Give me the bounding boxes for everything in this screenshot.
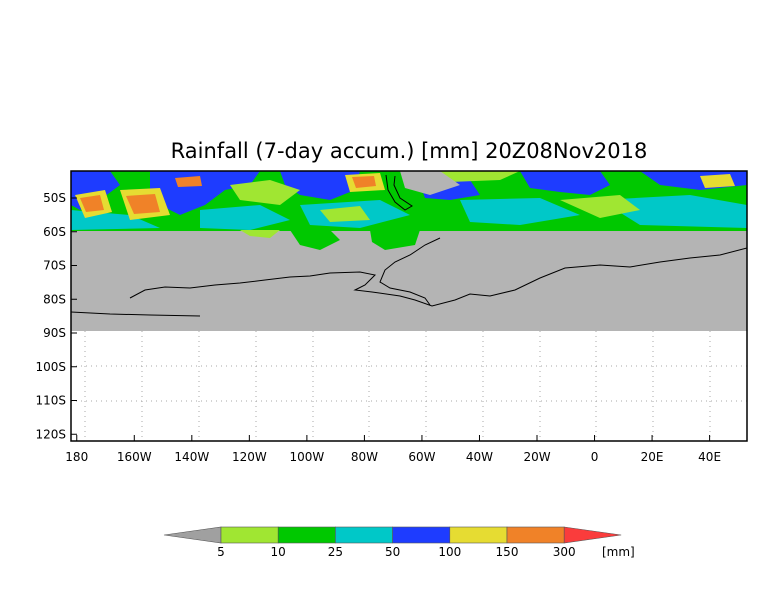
colorbar-box xyxy=(220,526,279,544)
colorbar-low-triangle xyxy=(163,526,222,544)
rainfall-field xyxy=(71,171,747,250)
lon-tick-label: 40E xyxy=(698,450,721,464)
colorbar-tick-label: 50 xyxy=(385,545,400,559)
colorbar-tick-label: 100 xyxy=(438,545,461,559)
lat-tick-label: 70S xyxy=(43,259,66,273)
colorbar-tick-label: 150 xyxy=(496,545,519,559)
latitude-axis: 50S 60S 70S 80S 90S 100S 110S 120S xyxy=(35,191,77,441)
lat-tick-label: 50S xyxy=(43,191,66,205)
lon-tick-label: 180 xyxy=(65,450,88,464)
lon-tick-label: 20W xyxy=(523,450,550,464)
colorbar-box xyxy=(449,526,508,544)
lon-tick-label: 60W xyxy=(408,450,435,464)
colorbar-tick-label: 10 xyxy=(271,545,286,559)
colorbar-tick-label: 5 xyxy=(217,545,225,559)
map-title: Rainfall (7-day accum.) [mm] 20Z08Nov201… xyxy=(171,139,648,163)
lat-tick-label: 80S xyxy=(43,292,66,306)
colorbar-box xyxy=(506,526,565,544)
antarctic-peninsula-coastline xyxy=(379,237,441,306)
lat-tick-label: 60S xyxy=(43,225,66,239)
colorbar-box xyxy=(392,526,451,544)
no-data-mask xyxy=(71,230,747,331)
longitude-axis: 180 160W 140W 120W 100W 80W 60W 40W 20W 0 20E 40E xyxy=(65,435,721,464)
colorbar-high-triangle xyxy=(563,526,622,544)
colorbar-box xyxy=(277,526,336,544)
gridlines xyxy=(71,331,747,441)
lat-tick-label: 100S xyxy=(35,360,66,374)
coastlines xyxy=(71,174,747,317)
antarctica-coastline xyxy=(71,247,747,317)
colorbar: 5 10 25 50 100 150 300 xyxy=(163,526,622,559)
lon-tick-label: 20E xyxy=(641,450,664,464)
lon-tick-label: 80W xyxy=(351,450,378,464)
lon-tick-label: 0 xyxy=(591,450,599,464)
lon-tick-label: 40W xyxy=(466,450,493,464)
lat-tick-label: 110S xyxy=(35,394,66,408)
lon-tick-label: 100W xyxy=(289,450,324,464)
colorbar-tick-label: 300 xyxy=(553,545,576,559)
colorbar-box xyxy=(335,526,393,544)
plot-frame xyxy=(70,170,748,442)
lat-tick-label: 90S xyxy=(43,326,66,340)
lon-tick-label: 140W xyxy=(174,450,209,464)
colorbar-unit-label: [mm] xyxy=(602,545,635,559)
lon-tick-label: 160W xyxy=(117,450,152,464)
colorbar-tick-label: 25 xyxy=(328,545,343,559)
lon-tick-label: 120W xyxy=(232,450,267,464)
plot-area xyxy=(71,171,747,441)
south-america-coastline xyxy=(385,174,413,211)
lat-tick-label: 120S xyxy=(35,427,66,441)
